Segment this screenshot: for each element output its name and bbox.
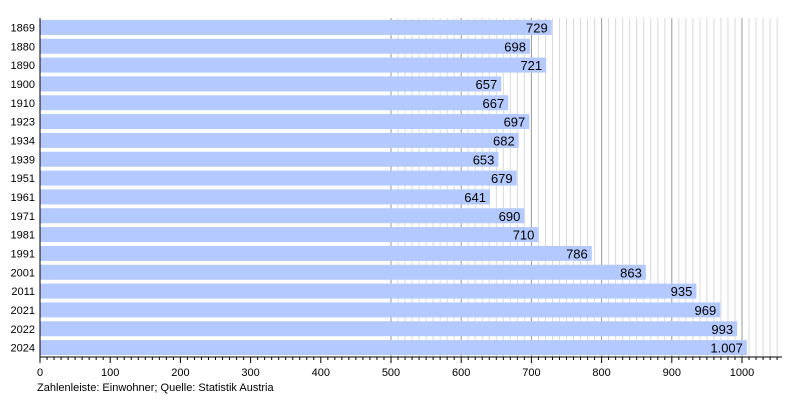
category-label: 2024	[11, 343, 35, 355]
value-label: 690	[499, 209, 521, 224]
value-label: 969	[695, 303, 717, 318]
value-label: 657	[476, 77, 498, 92]
value-label: 786	[566, 246, 588, 261]
category-label: 1900	[11, 79, 35, 91]
bar	[40, 321, 738, 337]
x-tick-label: 200	[171, 367, 189, 379]
value-label: 721	[520, 58, 542, 73]
value-label: 993	[711, 322, 733, 337]
x-tick-label: 800	[592, 367, 610, 379]
category-label: 1880	[11, 41, 35, 53]
bar	[40, 38, 530, 54]
bar	[40, 245, 592, 261]
category-label: 1961	[11, 192, 35, 204]
value-label: 863	[620, 265, 642, 280]
x-tick-label: 300	[241, 367, 259, 379]
bar	[40, 151, 499, 167]
bar	[40, 264, 646, 280]
bar	[40, 57, 547, 73]
x-tick-label: 500	[382, 367, 400, 379]
x-axis: 0 100 200 300 400 500 600 700 800 900 1000	[37, 18, 782, 379]
value-label: 710	[513, 228, 535, 243]
x-tick-label: 700	[522, 367, 540, 379]
bar	[40, 114, 530, 130]
bar	[40, 132, 519, 148]
category-label: 2011	[11, 286, 35, 298]
category-label: 1934	[11, 135, 35, 147]
value-label: 653	[473, 152, 495, 167]
category-label: 1890	[11, 60, 35, 72]
category-labels: 1869 1880 1890 1900 1910 1923 1934 1939 1951 1961…	[11, 22, 35, 354]
category-label: 2021	[11, 305, 35, 317]
category-label: 1910	[11, 98, 35, 110]
value-label: 697	[504, 115, 526, 130]
x-tick-label: 1000	[730, 367, 754, 379]
minor-grid	[397, 18, 778, 357]
x-tick-label: 600	[452, 367, 470, 379]
category-label: 1869	[11, 22, 35, 34]
value-label: 679	[491, 171, 513, 186]
major-grid	[390, 18, 743, 357]
x-tick-label: 900	[663, 367, 681, 379]
value-label: 1.007	[710, 341, 743, 356]
bar	[40, 76, 502, 92]
bar	[40, 19, 552, 35]
x-tick-label: 100	[101, 367, 119, 379]
category-label: 2001	[11, 267, 35, 279]
category-label: 1923	[11, 117, 35, 129]
bar	[40, 283, 697, 299]
category-label: 1971	[11, 211, 35, 223]
value-label: 641	[464, 190, 486, 205]
value-label: 729	[526, 20, 548, 35]
bar	[40, 208, 525, 224]
bar	[40, 170, 517, 186]
bar	[40, 227, 539, 243]
value-label: 682	[493, 133, 515, 148]
bar	[40, 340, 747, 356]
category-label: 1981	[11, 230, 35, 242]
x-tick-label: 0	[37, 367, 43, 379]
x-tick-label: 400	[312, 367, 330, 379]
category-label: 1991	[11, 248, 35, 260]
value-label: 935	[671, 284, 693, 299]
value-label: 667	[483, 96, 505, 111]
bar	[40, 302, 721, 318]
source-caption: Zahlenleiste: Einwohner; Quelle: Statist…	[37, 382, 274, 394]
value-label: 698	[504, 39, 526, 54]
category-label: 1951	[11, 173, 35, 185]
bar	[40, 95, 509, 111]
bar	[40, 189, 490, 205]
category-label: 1939	[11, 154, 35, 166]
category-label: 2022	[11, 324, 35, 336]
bars	[40, 19, 747, 356]
